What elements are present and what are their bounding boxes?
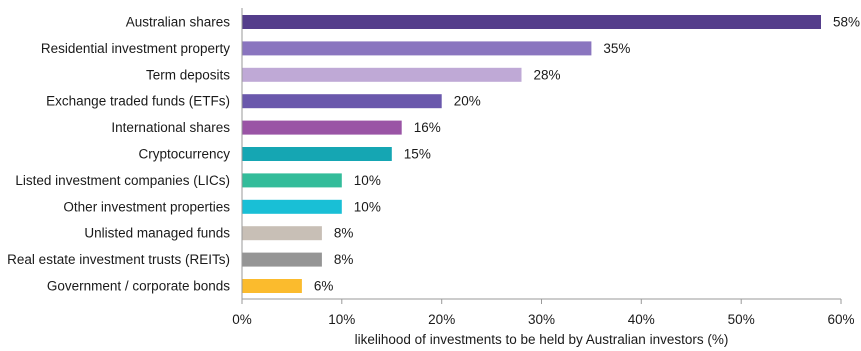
bar-7 xyxy=(242,173,342,188)
value-label-8: 10% xyxy=(354,199,381,214)
category-label-5: International shares xyxy=(111,120,230,135)
value-label-5: 16% xyxy=(414,120,441,135)
bar-2 xyxy=(242,41,592,56)
bar-4 xyxy=(242,94,442,109)
value-label-1: 58% xyxy=(833,15,860,30)
x-tick-label-5: 40% xyxy=(628,312,655,327)
bar-10 xyxy=(242,252,322,267)
category-label-8: Other investment properties xyxy=(63,199,230,214)
bar-6 xyxy=(242,147,392,161)
bar-8 xyxy=(242,199,342,214)
category-label-4: Exchange traded funds (ETFs) xyxy=(46,94,230,109)
category-label-1: Australian shares xyxy=(126,15,231,30)
value-labels-layer: 58%35%28%20%16%15%10%10%8%8%6% xyxy=(314,15,860,294)
category-label-7: Listed investment companies (LICs) xyxy=(15,173,230,188)
bar-3 xyxy=(242,67,522,82)
x-axis: 0% 10% 20% 30% 40% 50% 60% xyxy=(232,8,855,327)
x-tick-label-1: 0% xyxy=(232,312,252,327)
x-tick-label-3: 20% xyxy=(428,312,455,327)
value-label-10: 8% xyxy=(334,252,354,267)
category-label-2: Residential investment property xyxy=(41,41,230,56)
bar-9 xyxy=(242,226,322,241)
value-label-3: 28% xyxy=(534,67,561,82)
category-label-10: Real estate investment trusts (REITs) xyxy=(7,252,230,267)
category-label-11: Government / corporate bonds xyxy=(47,279,230,294)
value-label-2: 35% xyxy=(603,41,630,56)
x-axis-ticks: 0% 10% 20% 30% 40% 50% 60% xyxy=(232,299,855,327)
bar-1 xyxy=(242,15,821,29)
value-label-7: 10% xyxy=(354,173,381,188)
x-tick-label-2: 10% xyxy=(328,312,355,327)
category-label-9: Unlisted managed funds xyxy=(84,226,230,241)
value-label-4: 20% xyxy=(454,94,481,109)
category-label-3: Term deposits xyxy=(146,67,230,82)
x-axis-title: likelihood of investments to be held by … xyxy=(355,332,729,347)
value-label-9: 8% xyxy=(334,226,354,241)
category-labels-layer: Australian shares Residential investment … xyxy=(7,15,230,294)
x-tick-label-7: 60% xyxy=(827,312,854,327)
category-label-6: Cryptocurrency xyxy=(138,147,230,162)
bar-5 xyxy=(242,120,402,135)
bar-11 xyxy=(242,279,302,293)
x-tick-label-6: 50% xyxy=(728,312,755,327)
value-label-11: 6% xyxy=(314,279,334,294)
x-tick-label-4: 30% xyxy=(528,312,555,327)
bars-layer xyxy=(242,15,821,293)
value-label-6: 15% xyxy=(404,147,431,162)
